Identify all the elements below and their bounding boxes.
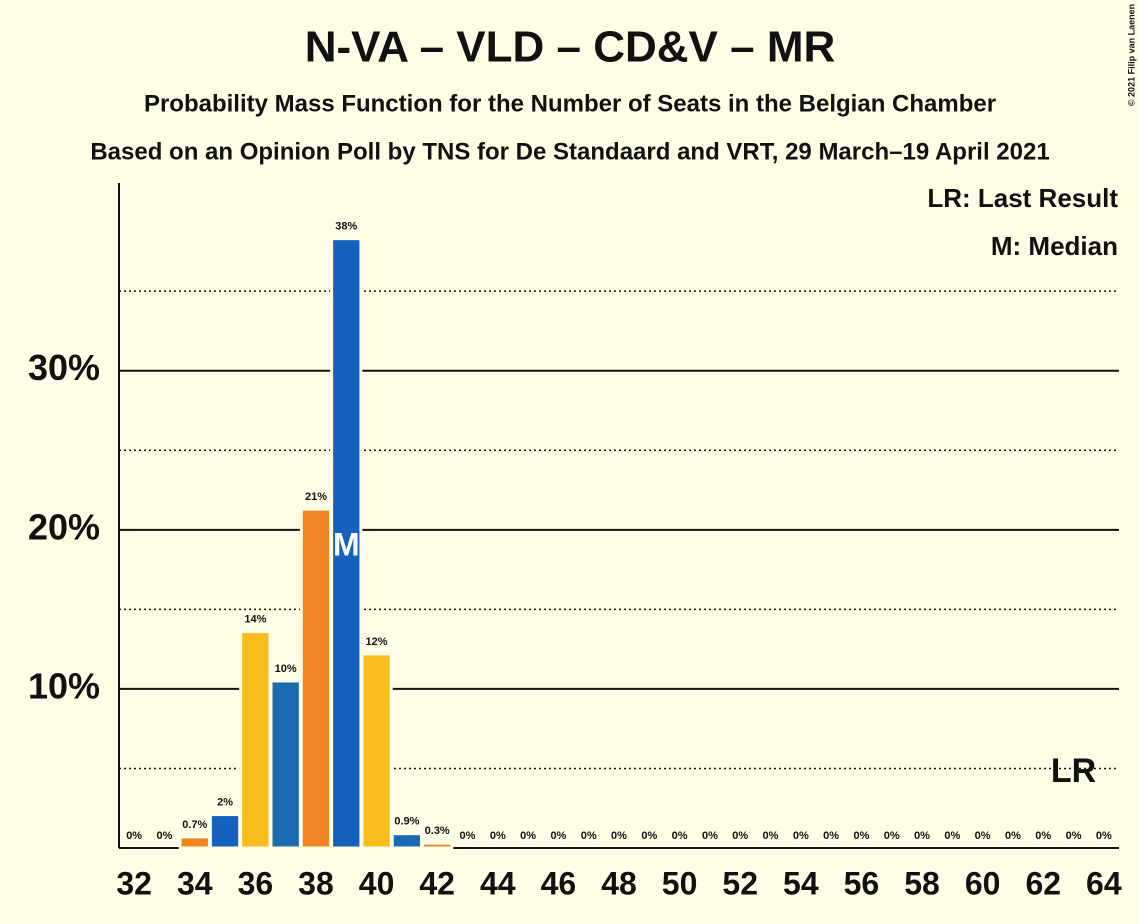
x-tick-label: 32 bbox=[116, 865, 152, 901]
value-label: 0% bbox=[763, 830, 779, 842]
value-label: 0% bbox=[520, 830, 536, 842]
value-label: 0% bbox=[1035, 830, 1051, 842]
x-tick-label: 62 bbox=[1025, 865, 1061, 901]
bar bbox=[330, 237, 363, 850]
x-tick-label: 60 bbox=[965, 865, 1001, 901]
value-label: 14% bbox=[244, 614, 266, 626]
bar bbox=[208, 813, 242, 850]
x-tick-label: 64 bbox=[1086, 865, 1122, 901]
x-tick-label: 38 bbox=[298, 865, 334, 901]
y-tick-label: 10% bbox=[28, 665, 100, 706]
value-label: 10% bbox=[275, 663, 297, 675]
x-tick-label: 36 bbox=[238, 865, 274, 901]
value-label: 0% bbox=[460, 830, 476, 842]
value-label: 0% bbox=[702, 830, 718, 842]
value-label: 0% bbox=[550, 830, 566, 842]
median-marker: M bbox=[333, 526, 360, 562]
value-label: 0% bbox=[884, 830, 900, 842]
value-label: 0% bbox=[1096, 830, 1112, 842]
chart-subtitle: Probability Mass Function for the Number… bbox=[144, 90, 996, 117]
value-label: 12% bbox=[366, 636, 388, 648]
value-label: 0% bbox=[126, 830, 142, 842]
chart-title: N-VA – VLD – CD&V – MR bbox=[305, 23, 836, 72]
x-tick-label: 44 bbox=[480, 865, 516, 901]
x-tick-label: 46 bbox=[541, 865, 577, 901]
y-tick-label: 20% bbox=[28, 506, 100, 547]
x-tick-label: 48 bbox=[601, 865, 637, 901]
bar bbox=[390, 832, 424, 850]
legend-entry: M: Median bbox=[991, 231, 1118, 261]
value-label: 0% bbox=[490, 830, 506, 842]
legend-entry: LR: Last Result bbox=[927, 183, 1118, 213]
x-tick-label: 34 bbox=[177, 865, 213, 901]
x-tick-label: 58 bbox=[904, 865, 940, 901]
value-label: 0% bbox=[732, 830, 748, 842]
value-label: 0% bbox=[975, 830, 991, 842]
value-label: 0% bbox=[157, 830, 173, 842]
bar bbox=[269, 679, 302, 850]
y-tick-label: 30% bbox=[28, 347, 100, 388]
value-label: 0% bbox=[914, 830, 930, 842]
chart-subtitle: Based on an Opinion Poll by TNS for De S… bbox=[90, 138, 1049, 165]
copyright: © 2021 Filip van Laenen bbox=[1126, 4, 1136, 106]
value-label: 0.7% bbox=[182, 819, 207, 831]
value-label: 0% bbox=[1005, 830, 1021, 842]
value-label: 0.9% bbox=[394, 816, 419, 828]
value-label: 0% bbox=[611, 830, 627, 842]
x-tick-label: 52 bbox=[722, 865, 758, 901]
value-label: 2% bbox=[217, 796, 233, 808]
x-tick-label: 56 bbox=[844, 865, 880, 901]
x-tick-label: 54 bbox=[783, 865, 819, 901]
bar bbox=[239, 630, 272, 850]
bar bbox=[421, 841, 454, 850]
bar bbox=[299, 507, 333, 850]
x-tick-label: 42 bbox=[419, 865, 455, 901]
value-label: 0% bbox=[793, 830, 809, 842]
value-label: 0% bbox=[823, 830, 839, 842]
value-label: 0.3% bbox=[425, 825, 450, 837]
value-label: 0% bbox=[944, 830, 960, 842]
value-label: 0% bbox=[672, 830, 688, 842]
value-label: 38% bbox=[335, 221, 357, 233]
bar bbox=[360, 652, 393, 850]
x-tick-label: 40 bbox=[359, 865, 395, 901]
value-label: 21% bbox=[305, 491, 327, 503]
last-result-marker: LR bbox=[1051, 752, 1096, 790]
bar bbox=[178, 835, 211, 850]
value-label: 0% bbox=[853, 830, 869, 842]
value-label: 0% bbox=[641, 830, 657, 842]
value-label: 0% bbox=[1066, 830, 1082, 842]
x-tick-label: 50 bbox=[662, 865, 698, 901]
value-label: 0% bbox=[581, 830, 597, 842]
